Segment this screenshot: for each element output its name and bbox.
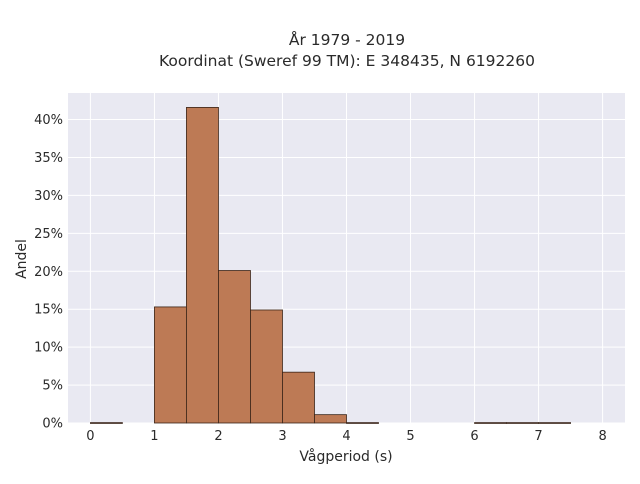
y-tick-label: 25% [34, 227, 63, 242]
histogram-bar [474, 422, 507, 424]
histogram-bar [314, 414, 347, 424]
y-tick-label: 35% [34, 151, 63, 166]
chart-title-line1: År 1979 - 2019 [289, 30, 405, 49]
x-tick-label: 3 [278, 429, 286, 444]
histogram-bar [346, 422, 379, 424]
y-tick-label: 15% [34, 303, 63, 318]
y-axis-ticks: 0% 5% 10% 15% 20% 25% 30% 35% 40% [34, 113, 63, 431]
x-tick-label: 1 [150, 429, 158, 444]
histogram-bar [282, 371, 315, 424]
y-tick-label: 40% [34, 113, 63, 128]
y-axis-label: Andel [14, 239, 30, 279]
x-axis-label: Vågperiod (s) [299, 448, 392, 465]
histogram-bar [218, 270, 251, 424]
x-tick-label: 4 [342, 429, 350, 444]
chart-title-line2: Koordinat (Sweref 99 TM): E 348435, N 61… [159, 52, 535, 70]
x-tick-label: 0 [86, 429, 94, 444]
x-tick-label: 7 [534, 429, 542, 444]
y-tick-label: 20% [34, 265, 63, 280]
histogram-bars [90, 107, 571, 424]
y-tick-label: 30% [34, 189, 63, 204]
histogram-bar [154, 306, 187, 424]
histogram-bar [506, 422, 539, 424]
histogram-bar [250, 309, 283, 424]
histogram-bar [186, 107, 219, 424]
x-tick-label: 2 [214, 429, 222, 444]
y-tick-label: 0% [42, 417, 63, 432]
histogram-bar [538, 422, 571, 424]
y-tick-label: 5% [42, 379, 63, 394]
x-tick-label: 6 [470, 429, 478, 444]
histogram-bar [90, 422, 123, 424]
x-tick-label: 8 [598, 429, 606, 444]
y-tick-label: 10% [34, 341, 63, 356]
x-tick-label: 5 [406, 429, 414, 444]
x-axis-ticks: 0 1 2 3 4 5 6 7 8 [86, 429, 606, 444]
